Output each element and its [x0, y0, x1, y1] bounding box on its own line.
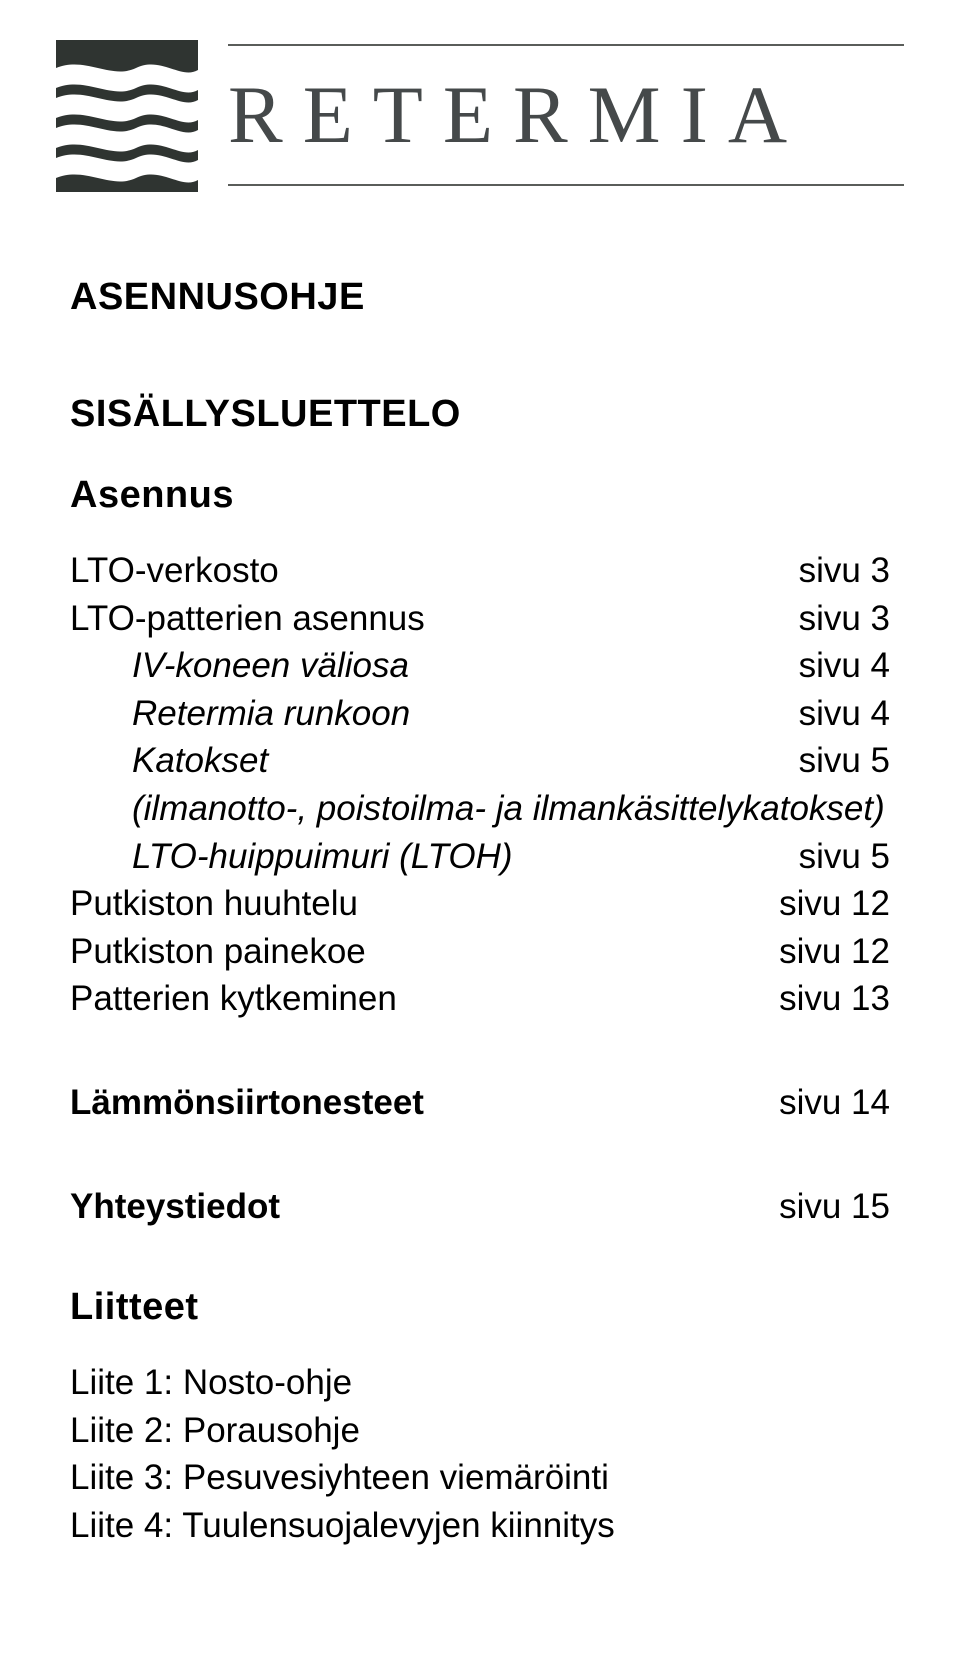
toc-row: LTO-huippuimuri (LTOH) sivu 5	[70, 833, 890, 881]
toc-row: Putkiston painekoe sivu 12	[70, 928, 890, 976]
attachment-rows: Liite 1: Nosto-ohjeLiite 2: PorausohjeLi…	[70, 1359, 890, 1549]
toc-row-label: LTO-verkosto	[70, 547, 279, 595]
attachment-row: Liite 1: Nosto-ohje	[70, 1359, 890, 1407]
brand-wordmark-text: RETERMIA	[228, 74, 807, 156]
toc-row-page: sivu 4	[779, 642, 890, 690]
attachment-row: Liite 2: Porausohje	[70, 1407, 890, 1455]
brand-wordmark-wrap: RETERMIA	[228, 40, 904, 192]
brand-header-inner: RETERMIA	[56, 40, 904, 192]
toc-row-page: sivu 5	[779, 833, 890, 881]
heat-row: Lämmönsiirtonesteet sivu 14	[70, 1079, 890, 1127]
toc-row-label: Retermia runkoon	[70, 690, 410, 738]
attachments-heading: Liitteet	[70, 1286, 890, 1329]
toc-row: LTO-patterien asennus sivu 3	[70, 595, 890, 643]
toc-heat-block: Lämmönsiirtonesteet sivu 14	[70, 1079, 890, 1127]
toc-title: SISÄLLYSLUETTELO	[70, 393, 890, 436]
retermia-logo-mark-icon	[56, 40, 198, 192]
contact-page: sivu 15	[759, 1183, 890, 1231]
heat-page: sivu 14	[759, 1079, 890, 1127]
toc-row: Putkiston huuhtelu sivu 12	[70, 880, 890, 928]
toc-row: (ilmanotto-, poistoilma- ja ilmankäsitte…	[70, 785, 890, 833]
toc-row: LTO-verkosto sivu 3	[70, 547, 890, 595]
brand-wordmark: RETERMIA	[228, 46, 904, 184]
toc-row-page: sivu 3	[779, 547, 890, 595]
toc-contact-block: Yhteystiedot sivu 15	[70, 1183, 890, 1231]
toc-row-label: LTO-patterien asennus	[70, 595, 425, 643]
document-title: ASENNUSOHJE	[70, 276, 890, 319]
contact-row: Yhteystiedot sivu 15	[70, 1183, 890, 1231]
toc-row-label: Patterien kytkeminen	[70, 975, 397, 1023]
toc-row-label: Putkiston painekoe	[70, 928, 366, 976]
brand-header: RETERMIA	[0, 0, 960, 210]
toc-row-label: IV-koneen väliosa	[70, 642, 409, 690]
toc-row-page: sivu 12	[759, 928, 890, 976]
toc-row: IV-koneen väliosa sivu 4	[70, 642, 890, 690]
page-content: ASENNUSOHJE SISÄLLYSLUETTELO Asennus LTO…	[0, 210, 960, 1590]
toc-row-page: sivu 3	[779, 595, 890, 643]
brand-rule-bottom	[228, 184, 904, 186]
toc-row-label: Putkiston huuhtelu	[70, 880, 358, 928]
heat-label: Lämmönsiirtonesteet	[70, 1079, 424, 1127]
toc-row: Retermia runkoon sivu 4	[70, 690, 890, 738]
attachment-row: Liite 4: Tuulensuojalevyjen kiinnitys	[70, 1502, 890, 1550]
toc-row-page: sivu 12	[759, 880, 890, 928]
toc-row-page: sivu 13	[759, 975, 890, 1023]
toc-row-label: (ilmanotto-, poistoilma- ja ilmankäsitte…	[70, 785, 885, 833]
toc-row-page: sivu 4	[779, 690, 890, 738]
toc-row: Katokset sivu 5	[70, 737, 890, 785]
contact-label: Yhteystiedot	[70, 1183, 280, 1231]
toc-row-label: LTO-huippuimuri (LTOH)	[70, 833, 513, 881]
attachments-block: Liitteet Liite 1: Nosto-ohjeLiite 2: Por…	[70, 1286, 890, 1549]
attachment-row: Liite 3: Pesuvesiyhteen viemäröinti	[70, 1454, 890, 1502]
toc-row-label: Katokset	[70, 737, 268, 785]
toc-row: Patterien kytkeminen sivu 13	[70, 975, 890, 1023]
toc-assembly-block: Asennus LTO-verkostosivu 3LTO-patterien …	[70, 474, 890, 1023]
toc-row-page: sivu 5	[779, 737, 890, 785]
assembly-heading: Asennus	[70, 474, 890, 517]
assembly-rows: LTO-verkosto sivu 3 LTO-patterien asennus s…	[70, 547, 890, 1023]
